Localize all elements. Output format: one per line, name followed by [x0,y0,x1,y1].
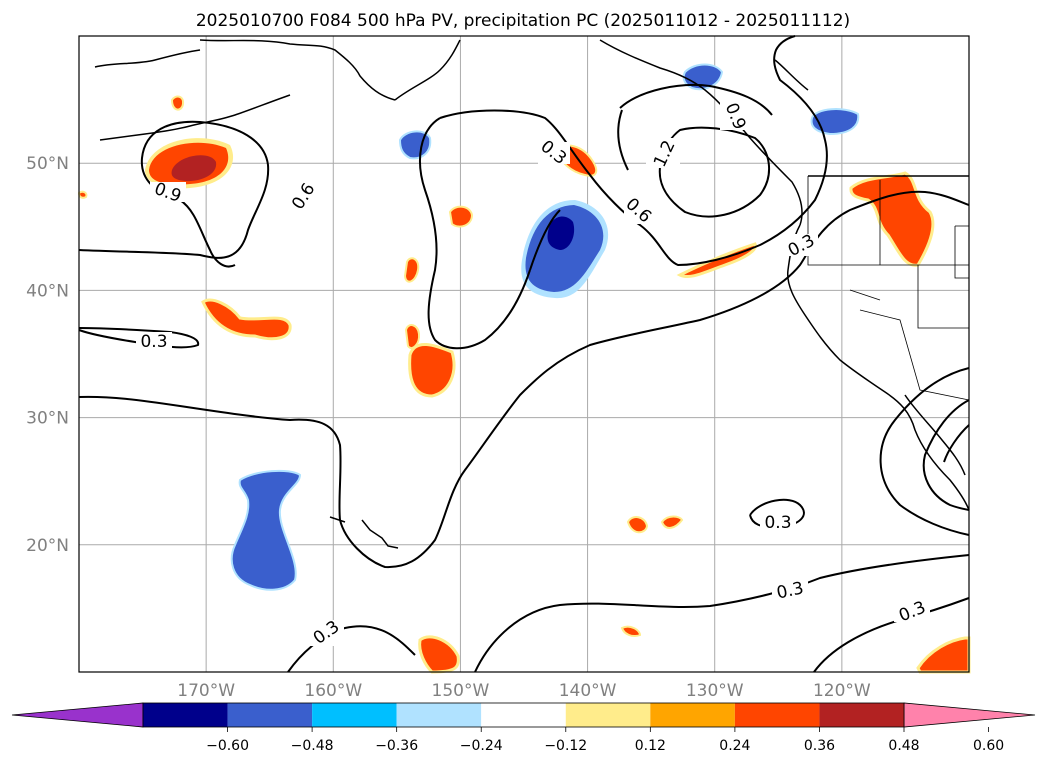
lat-tick-label: 30°N [26,409,69,429]
precip-positive-blob [403,257,420,283]
colorbar-segment [312,703,397,727]
political-borders [807,176,970,401]
colorbar-tick-label: 0.24 [719,738,750,754]
precip-negative-blob [810,108,860,136]
lon-tick-label: 170°W [177,681,235,701]
colorbar-segment [227,703,313,727]
colorbar-segment [143,703,228,727]
colorbar-segment [650,703,735,727]
colorbar-tick-label: 0.60 [973,738,1004,754]
lon-tick-label: 160°W [304,681,362,701]
precipitation-shading [77,63,971,674]
colorbar-tick-label: −0.48 [291,738,334,754]
precip-positive-blob [626,516,649,534]
precip-positive-blob [408,343,456,398]
precip-positive-blob [404,324,421,350]
map-area: 0.9 0.6 0.3 0.3 0.6 1.2 0.9 0.3 0.3 0.3 … [77,35,971,674]
colorbar-tick-label: −0.60 [206,738,249,754]
precip-negative-blob [521,200,609,299]
precip-negative-blob [398,130,432,160]
lon-tick-label: 150°W [432,681,490,701]
colorbar-tick-label: 0.48 [888,738,919,754]
colorbar-tick-label: −0.12 [544,738,587,754]
lon-tick-label: 120°W [813,681,871,701]
colorbar-segment [481,703,566,727]
colorbar-tick-label: 0.12 [635,738,666,754]
map-frame [78,35,970,673]
contour-label-0.3: 0.3 [140,332,167,352]
precip-positive-blob [418,635,460,674]
precip-negative-blob [230,469,302,591]
figure-title: 2025010700 F084 500 hPa PV, precipitatio… [196,11,850,31]
contour-labels: 0.9 0.6 0.3 0.3 0.6 1.2 0.9 0.3 0.3 0.3 … [136,100,930,649]
lon-tick-label: 130°W [686,681,744,701]
gridlines [79,36,969,672]
precip-positive-blob [201,298,292,341]
precip-positive-blob [448,205,474,228]
colorbar-tick-label: 0.36 [804,738,835,754]
precip-positive-blob [145,138,234,189]
axis-labels: 50°N 40°N 30°N 20°N 170°W 160°W 150°W 140°W 130°… [26,154,871,701]
precip-positive-blob [170,95,185,111]
colorbar-tick-label: −0.24 [460,738,503,754]
precip-positive-blob [77,190,88,199]
precip-positive-blob [620,625,642,638]
lon-tick-label: 140°W [559,681,617,701]
lat-tick-label: 50°N [26,154,69,174]
lat-tick-label: 40°N [26,281,69,301]
colorbar-segment [565,703,651,727]
colorbar: −0.60 −0.48 −0.36 −0.24 −0.12 0.12 0.24 0.36 0.4… [11,702,1036,754]
contour-label-0.3: 0.3 [764,513,791,533]
map-background [79,36,969,672]
colorbar-segment [734,703,820,727]
lat-tick-label: 20°N [26,536,69,556]
colorbar-segment [819,703,904,727]
precip-positive-blob [660,515,684,529]
colorbar-extend-max [903,702,1036,728]
colorbar-segment [396,703,482,727]
colorbar-tick-label: −0.36 [375,738,418,754]
colorbar-outline [142,702,905,728]
colorbar-extend-min [11,702,144,728]
